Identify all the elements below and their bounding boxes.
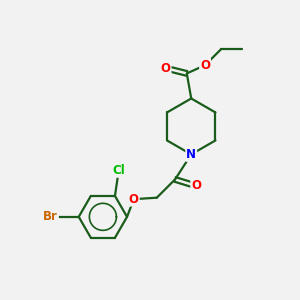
Text: N: N <box>186 148 196 161</box>
Text: O: O <box>160 61 171 75</box>
Text: O: O <box>200 59 210 72</box>
Text: O: O <box>129 193 139 206</box>
Text: Br: Br <box>43 210 58 223</box>
Text: Cl: Cl <box>112 164 125 177</box>
Text: O: O <box>191 179 201 192</box>
